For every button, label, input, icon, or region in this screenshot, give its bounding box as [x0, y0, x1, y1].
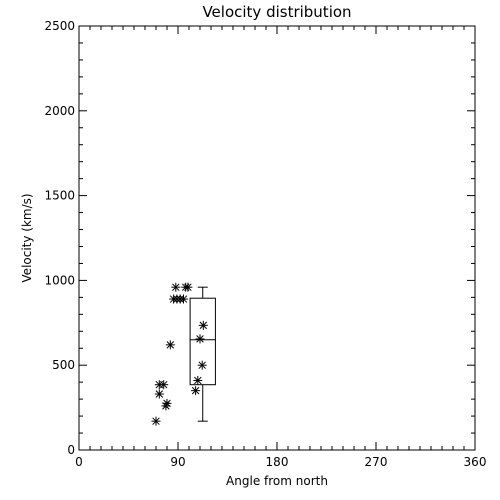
- x-tick-label: 270: [365, 455, 388, 469]
- y-tick-label: 1000: [44, 273, 75, 287]
- axis-ticks: 0 500 1000 1500 2000 2500 0 90 180 270 360: [44, 19, 486, 469]
- data-point: [183, 282, 193, 292]
- data-points: [151, 282, 208, 426]
- data-point: [154, 389, 164, 399]
- y-tick-label: 500: [52, 358, 75, 372]
- x-tick-label: 180: [266, 455, 289, 469]
- data-point: [171, 282, 181, 292]
- plot-frame: [78, 25, 476, 451]
- y-tick-label: 0: [67, 443, 75, 457]
- y-axis-title: Velocity (km/s): [20, 193, 34, 282]
- x-tick-label: 0: [75, 455, 83, 469]
- y-tick-label: 2000: [44, 104, 75, 118]
- data-point: [151, 416, 161, 426]
- x-tick-label: 360: [464, 455, 487, 469]
- data-point: [197, 360, 207, 370]
- data-point: [195, 334, 205, 344]
- data-point: [159, 380, 169, 390]
- data-point: [193, 375, 203, 385]
- y-tick-label: 1500: [44, 189, 75, 203]
- data-point: [162, 398, 172, 408]
- data-point: [165, 340, 175, 350]
- data-point: [191, 386, 201, 396]
- data-point: [198, 320, 208, 330]
- x-axis-title: Angle from north: [226, 474, 328, 488]
- data-point: [179, 294, 188, 304]
- y-tick-label: 2500: [44, 19, 75, 33]
- x-tick-label: 90: [170, 455, 185, 469]
- chart-title: Velocity distribution: [202, 3, 351, 21]
- boxplot: [189, 286, 216, 422]
